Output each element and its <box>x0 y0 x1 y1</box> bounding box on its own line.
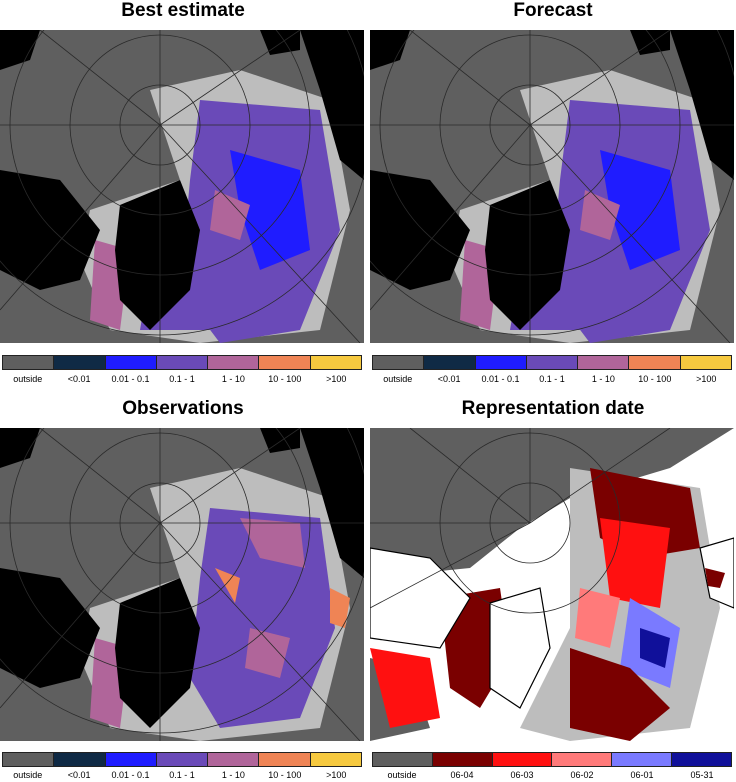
legend-swatch <box>259 356 311 369</box>
panel-forecast: Forecast <box>370 0 736 392</box>
legend-swatch-outside <box>373 753 433 766</box>
legend-label: 0.1 - 1 <box>539 374 565 384</box>
legend-label: 0.1 - 1 <box>169 770 195 780</box>
legend-label: <0.01 <box>437 374 461 384</box>
legend-label: outside <box>383 374 413 384</box>
legend-swatch-outside <box>3 356 55 369</box>
legend-swatch-outside <box>373 356 425 369</box>
legend-label: outside <box>387 770 417 780</box>
legend-swatch <box>105 753 157 766</box>
legend-swatch <box>526 356 579 369</box>
legend-labels: outside <0.01 0.01 - 0.1 0.1 - 1 1 - 10 … <box>372 373 732 385</box>
legend-label: 1 - 10 <box>221 374 245 384</box>
legend-label: 10 - 100 <box>638 374 672 384</box>
legend-label: 06-03 <box>510 770 534 780</box>
legend-label: 10 - 100 <box>268 374 302 384</box>
panel-best-estimate: Best estimate <box>0 0 366 392</box>
legend-swatch <box>424 356 476 369</box>
legend-label: outside <box>13 374 43 384</box>
panel-observations: Observations <box>0 398 366 782</box>
legend-swatch <box>54 753 106 766</box>
legend-swatch <box>310 753 361 766</box>
map-representation-date <box>370 428 734 741</box>
map-image <box>370 428 734 741</box>
legend-swatch-outside <box>3 753 55 766</box>
legend-label: 10 - 100 <box>268 770 302 780</box>
legend-label: 06-01 <box>630 770 654 780</box>
legend-swatch <box>208 753 260 766</box>
legend-swatch <box>475 356 527 369</box>
map-image <box>370 30 734 343</box>
legend-bar <box>2 752 362 767</box>
panel-representation-date: Representation date <box>370 398 736 782</box>
legend-swatch <box>492 753 553 766</box>
legend-label: 0.01 - 0.1 <box>481 374 520 384</box>
legend-label: 06-02 <box>570 770 594 780</box>
panel-title: Observations <box>122 398 244 419</box>
legend-swatch <box>432 753 493 766</box>
legend-swatch <box>612 753 673 766</box>
legend-swatch <box>156 753 209 766</box>
map-image <box>0 428 364 741</box>
panel-title: Best estimate <box>121 0 245 21</box>
map-image <box>0 30 364 343</box>
legend-swatch <box>578 356 630 369</box>
legend-swatch <box>54 356 106 369</box>
legend-label: 0.01 - 0.1 <box>111 770 150 780</box>
legend-swatch <box>208 356 260 369</box>
legend-bar <box>2 355 362 370</box>
legend-bar <box>372 752 732 767</box>
map-observations <box>0 428 364 741</box>
legend-swatch <box>259 753 311 766</box>
legend-label: 1 - 10 <box>591 374 615 384</box>
map-best-estimate <box>0 30 364 343</box>
legend-label: >100 <box>326 374 347 384</box>
legend-bar <box>372 355 732 370</box>
legend-swatch <box>672 753 731 766</box>
legend-label: <0.01 <box>67 770 91 780</box>
legend-label: 05-31 <box>690 770 714 780</box>
legend-labels: outside <0.01 0.01 - 0.1 0.1 - 1 1 - 10 … <box>2 373 362 385</box>
legend-labels: outside <0.01 0.01 - 0.1 0.1 - 1 1 - 10 … <box>2 769 362 781</box>
legend-label: <0.01 <box>67 374 91 384</box>
legend-swatch <box>310 356 361 369</box>
legend-swatch <box>552 753 613 766</box>
legend-label: 1 - 10 <box>221 770 245 780</box>
legend-swatch <box>105 356 157 369</box>
map-forecast <box>370 30 734 343</box>
panel-title: Forecast <box>513 0 593 21</box>
legend-label: outside <box>13 770 43 780</box>
legend-label: >100 <box>326 770 347 780</box>
legend-label: 06-04 <box>450 770 474 780</box>
legend-label: 0.1 - 1 <box>169 374 195 384</box>
legend-swatch <box>629 356 681 369</box>
legend-labels: outside 06-04 06-03 06-02 06-01 05-31 <box>372 769 732 781</box>
panel-title: Representation date <box>461 398 645 419</box>
legend-swatch <box>156 356 209 369</box>
legend-swatch <box>680 356 731 369</box>
legend-label: 0.01 - 0.1 <box>111 374 150 384</box>
legend-label: >100 <box>696 374 717 384</box>
